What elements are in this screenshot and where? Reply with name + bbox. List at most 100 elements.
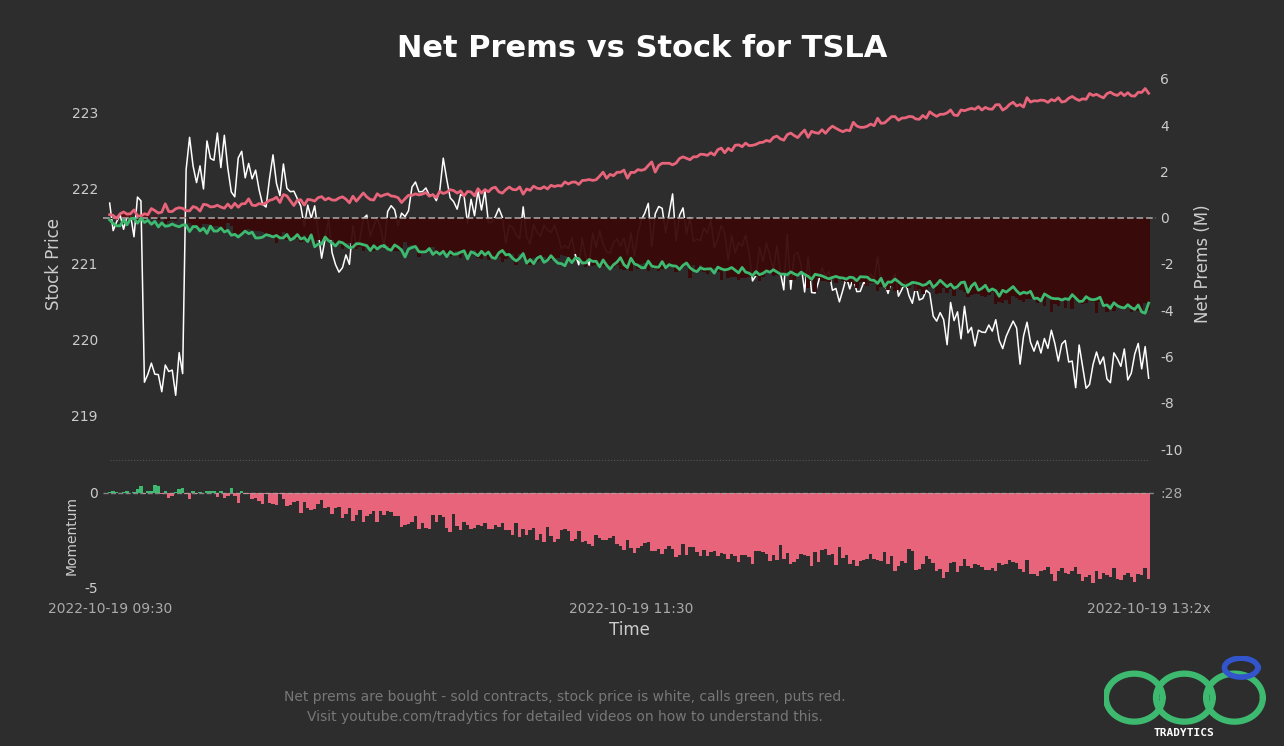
Bar [924,218,928,289]
Bar [236,492,240,504]
Bar [348,492,351,508]
Bar [160,218,163,219]
Bar [896,218,900,289]
Bar [900,492,904,560]
Bar [955,492,959,572]
Bar [806,492,810,556]
Bar [338,218,340,242]
Bar [831,492,835,554]
Bar [424,492,428,527]
Bar [442,218,446,251]
Bar [910,492,914,551]
Bar [476,492,480,525]
Bar [619,218,623,269]
Bar [1049,492,1053,574]
Bar [664,218,668,269]
Bar [918,492,921,568]
Bar [813,492,817,552]
Bar [386,218,389,245]
Bar [754,492,758,551]
Bar [580,218,584,261]
Bar [421,492,424,523]
Bar [254,218,257,231]
Bar [309,492,313,510]
Bar [230,488,232,492]
Bar [851,492,855,560]
Bar [122,214,126,218]
Bar [1073,218,1077,297]
Bar [403,492,407,525]
Bar [1120,218,1122,307]
Bar [792,218,796,280]
Bar [765,218,768,273]
Bar [490,218,493,260]
Bar [908,492,910,548]
Bar [139,216,143,218]
Bar [365,492,369,516]
Bar [327,218,330,239]
Bar [448,492,452,533]
Bar [942,492,945,577]
Bar [594,218,598,265]
Bar [334,492,338,508]
Bar [399,218,403,248]
Bar [1147,492,1150,579]
Bar [1032,218,1036,299]
Bar [574,218,577,254]
Bar [1140,492,1144,574]
Bar [855,492,859,565]
Bar [1053,492,1057,581]
Bar [682,218,684,267]
Bar [629,492,633,548]
Bar [633,218,636,264]
Bar [973,492,977,564]
Bar [313,492,316,510]
Bar [1018,492,1022,568]
Bar [546,218,550,262]
Bar [615,492,619,544]
Text: Visit youtube.com/tradytics for detailed videos on how to understand this.: Visit youtube.com/tradytics for detailed… [307,710,823,724]
Bar [1144,218,1147,304]
Bar [1014,218,1018,298]
Bar [529,492,532,530]
Bar [754,218,758,277]
Bar [334,218,338,243]
Bar [372,492,375,511]
Bar [177,489,181,492]
Bar [890,492,894,557]
Bar [320,492,324,500]
Bar [698,492,702,556]
Bar [847,218,851,282]
Bar [959,218,963,290]
Bar [1026,218,1028,299]
Bar [1032,492,1036,574]
Bar [114,218,118,220]
Bar [417,218,421,257]
Bar [574,492,577,539]
Bar [865,492,869,560]
Bar [424,218,428,254]
Bar [1132,218,1136,308]
Bar [894,218,896,291]
Bar [271,492,275,504]
Bar [542,492,546,542]
Bar [490,492,493,529]
Bar [128,215,132,218]
Bar [157,486,160,492]
Bar [695,492,698,552]
Bar [324,218,327,240]
Bar [261,492,265,504]
Bar [1116,218,1120,307]
Bar [566,218,570,261]
Bar [670,218,674,265]
Bar [688,218,692,278]
Bar [1095,492,1098,571]
Bar [692,218,695,266]
Bar [782,218,786,273]
Bar [727,218,729,278]
Bar [521,492,525,530]
Bar [244,218,247,232]
Bar [876,492,880,560]
Bar [674,492,678,557]
Bar [1036,492,1039,576]
